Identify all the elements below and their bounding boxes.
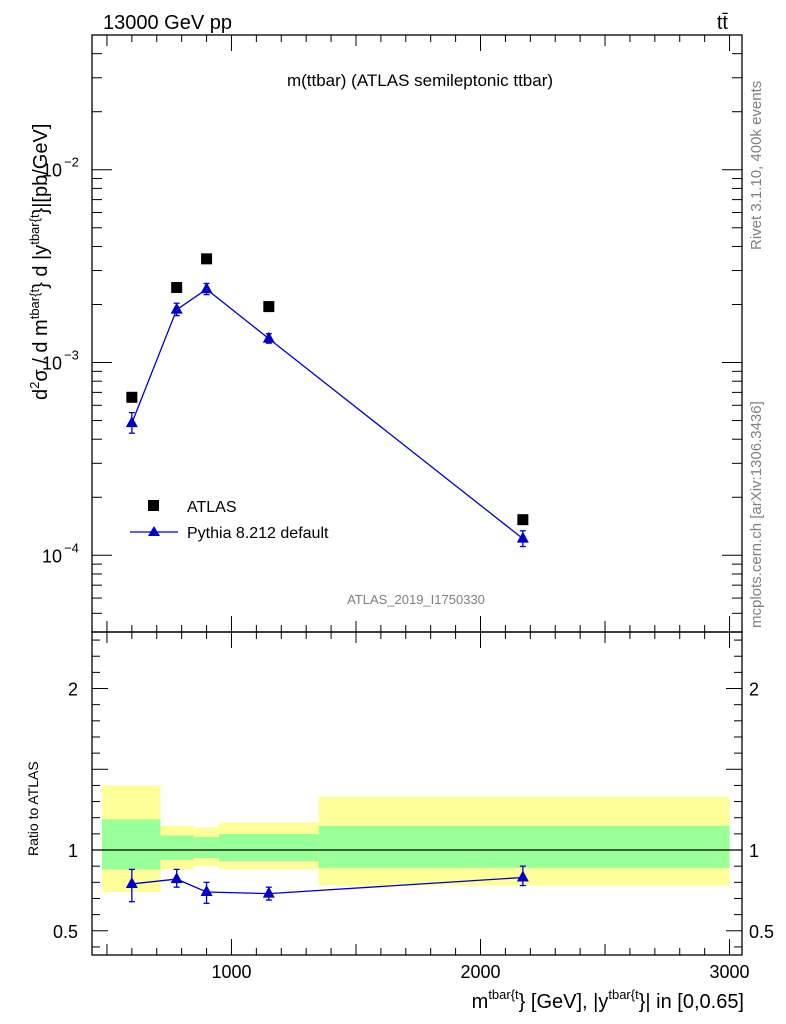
main-frame [91,34,743,633]
ratio-y-tick-label-right: 0.5 [749,922,774,942]
ratio-band-inner [219,833,319,862]
x-tick-label: 1000 [211,962,251,982]
legend-pythia-marker [148,526,160,536]
atlas-point [126,391,138,403]
pythia-point [200,282,213,294]
ratio-pythia-point [170,872,183,884]
main-data [125,253,529,548]
ratio-y-tick-label-left: 0.5 [53,922,78,942]
main-title: m(ttbar) (ATLAS semileptonic ttbar) [287,71,553,90]
ratio-y-tick-label-right: 1 [749,841,759,861]
x-axis-title: mtbar{t} [GeV], |ytbar{t}| in [0,0.65] [472,987,744,1013]
ratio-band-inner [318,825,730,868]
main-y-tick-label: 10 [42,354,62,374]
ratio-pythia-point [262,886,275,898]
process-label: tt̄ [717,12,729,34]
rivet-label: Rivet 3.1.10, 400k events [748,81,765,250]
ratio-data [125,865,529,904]
ratio-y-tick-label-left: 2 [68,680,78,700]
ratio-bands [92,785,742,893]
pythia-point [262,331,275,343]
ratio-pythia-point [516,870,529,882]
ratio-panel: 1000 2000 3000 0.5 0.5 1 1 2 2 Ratio to ATLAS [25,631,774,982]
main-y-tick-exponent: −4 [64,540,79,555]
legend-pythia-label: Pythia 8.212 default [187,525,329,542]
ratio-band-inner [101,819,161,870]
main-axis-ticks: 10−210−310−4 [42,34,742,633]
legend-atlas-label: ATLAS [187,499,237,516]
legend-atlas-marker [148,500,159,511]
watermark: ATLAS_2019_I1750330 [347,592,485,607]
main-y-tick-exponent: −2 [64,155,79,170]
energy-label: 13000 GeV pp [103,12,232,34]
main-y-tick-label: 10 [42,161,62,181]
legend: ATLAS Pythia 8.212 default [130,499,329,542]
atlas-point [201,253,213,265]
x-tick-label: 2000 [460,962,500,982]
ratio-pythia-point [125,876,138,888]
atlas-point [171,281,183,293]
pythia-point [516,531,529,543]
ratio-y-tick-label-right: 2 [749,680,759,700]
ratio-y-axis-title: Ratio to ATLAS [25,761,41,856]
atlas-point [263,301,275,313]
pythia-point [170,302,183,314]
ratio-pythia-point [200,885,213,897]
main-y-tick-label: 10 [42,546,62,566]
pythia-point [125,416,138,428]
main-y-axis-title: d2σ / d mtbar{t} d |ytbar{t}|[pb/GeV] [27,124,52,400]
ratio-band-inner [160,835,195,860]
atlas-point [517,514,529,526]
ratio-axis-ticks: 1000 2000 3000 0.5 0.5 1 1 2 2 [53,632,774,982]
ratio-y-tick-label-left: 1 [68,841,78,861]
mcplots-label: mcplots.cern.ch [arXiv:1306.3436] [748,401,765,628]
ratio-frame [91,631,743,956]
main-panel: 10−210−310−4 m(ttbar) (ATLAS semileptoni… [27,34,743,633]
x-tick-label: 3000 [710,962,750,982]
main-y-tick-exponent: −3 [64,348,79,363]
ratio-band-inner [194,837,220,859]
